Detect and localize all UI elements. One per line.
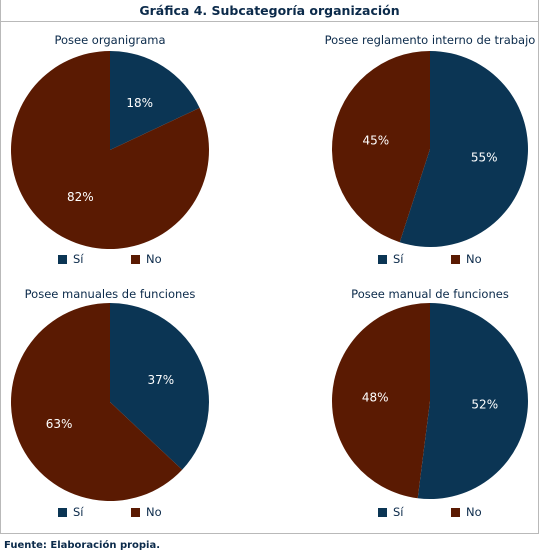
pie-slice-no [332,51,430,243]
pie-chart-reglamento: 55% 45% [332,51,528,247]
pie-title-manual: Posee manual de funciones [351,287,509,301]
pie-title-reglamento: Posee reglamento interno de trabajo [324,33,536,47]
legend-swatch-no [131,508,140,517]
legend-label-no: No [146,505,162,519]
legend-label-si: Sí [393,252,404,266]
pie-label-si: 55% [471,151,498,165]
legend-swatch-no [451,255,460,264]
legend-label-si: Sí [73,252,84,266]
legend-label-no: No [466,505,482,519]
pie-slice-si [110,51,200,150]
pie-slice-si [110,303,209,470]
legend-label-si: Sí [393,505,404,519]
legend-item-no: No [451,252,482,266]
pie-slice-no [332,303,430,499]
source-note: Fuente: Elaboración propia. [4,540,161,551]
pie-slice-si [399,51,528,247]
legend-label-no: No [146,252,162,266]
legend-swatch-si [58,255,67,264]
legend-swatch-no [131,255,140,264]
page-title: Gráfica 4. Subcategoría organización [139,3,400,18]
pie-label-no: 82% [67,190,94,204]
legend-swatch-no [451,508,460,517]
pie-chart-manuales: 37% 63% [10,303,209,501]
title-divider [0,21,539,22]
pie-title-organigrama: Posee organigrama [54,33,166,47]
legend-item-si: Sí [58,505,84,519]
pie-title-manuales: Posee manuales de funciones [24,287,196,301]
legend-swatch-si [378,508,387,517]
pie-chart-manual: 52% 48% [332,303,529,499]
legend-item-no: No [131,505,162,519]
pie-slice-no [11,51,210,249]
legend-label-no: No [466,252,482,266]
legend-swatch-si [58,508,67,517]
legend-item-no: No [131,252,162,266]
pie-label-no: 48% [362,391,389,405]
legend-item-si: Sí [378,252,404,266]
pie-label-si: 37% [148,373,175,387]
legend-item-no: No [451,505,482,519]
pie-label-si: 18% [126,96,153,110]
legend-label-si: Sí [73,505,84,519]
legend-item-si: Sí [58,252,84,266]
pie-label-no: 45% [362,133,389,147]
pie-label-no: 63% [46,417,73,431]
legend-swatch-si [378,255,387,264]
pie-slice-no [10,303,183,501]
pie-slice-si [417,303,529,499]
pie-label-si: 52% [471,397,498,411]
legend-item-si: Sí [378,505,404,519]
pie-chart-organigrama: 18% 82% [11,51,210,249]
